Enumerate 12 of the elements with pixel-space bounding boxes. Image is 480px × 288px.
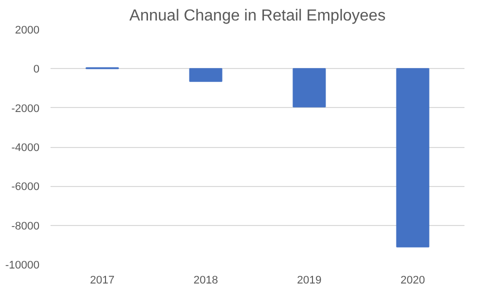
x-tick-label: 2020 bbox=[400, 274, 425, 286]
y-tick-label: -2000 bbox=[11, 102, 40, 115]
x-tick-label: 2019 bbox=[297, 274, 322, 286]
y-tick-label: -8000 bbox=[11, 220, 40, 232]
x-tick-label: 2017 bbox=[90, 274, 114, 286]
y-tick-label: -6000 bbox=[11, 181, 40, 194]
x-tick-label: 2018 bbox=[194, 274, 218, 286]
y-tick-label: 2000 bbox=[15, 24, 40, 36]
y-tick-label: -4000 bbox=[11, 142, 40, 154]
y-tick-label: 0 bbox=[33, 64, 40, 76]
y-tick-label: -10000 bbox=[5, 260, 40, 272]
chart-title: Annual Change in Retail Employees bbox=[129, 8, 386, 24]
